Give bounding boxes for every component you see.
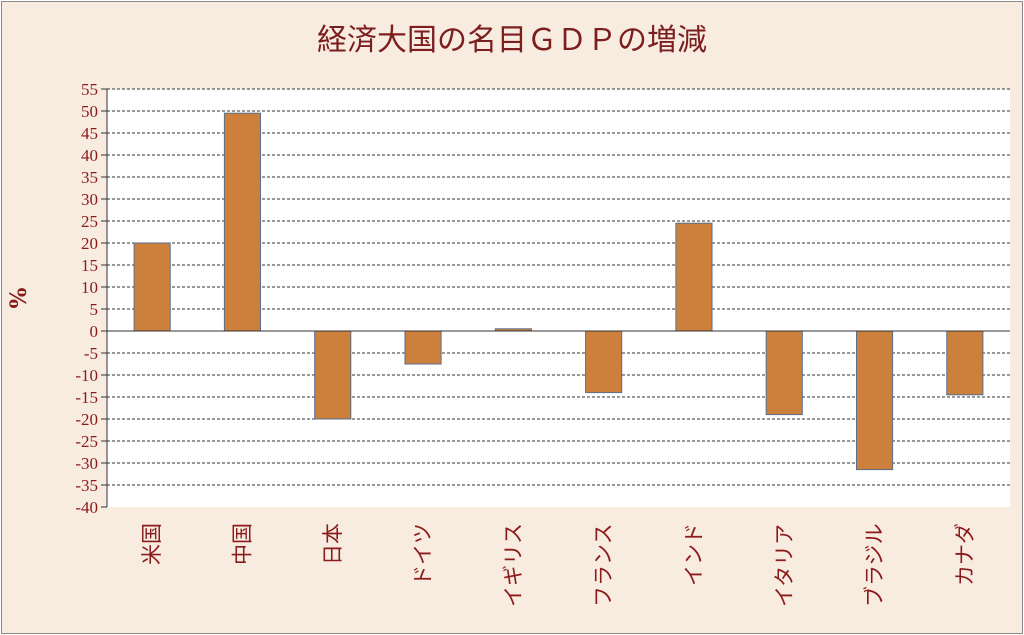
y-tick-label: -25	[75, 432, 98, 451]
y-tick-label: 5	[90, 300, 99, 319]
y-tick-label: 40	[81, 146, 98, 165]
bar-1	[133, 242, 171, 332]
y-tick-label: 15	[81, 256, 98, 275]
y-tick-label: -35	[75, 476, 98, 495]
bar-2	[223, 112, 262, 332]
bars	[133, 112, 984, 471]
bar-6	[585, 330, 623, 394]
x-category-label: カナダ	[953, 523, 977, 586]
x-category-label: ブラジル	[863, 523, 887, 607]
bar-10	[946, 330, 984, 396]
y-tick-label: -20	[75, 410, 98, 429]
y-tick-label: -5	[84, 344, 98, 363]
x-category-label: ドイツ	[411, 523, 435, 586]
x-category-label: イギリス	[501, 523, 525, 607]
y-tick-label: 35	[81, 168, 98, 187]
bar-9	[855, 330, 894, 471]
x-category-labels: 米国 中国 日本 ドイツ イギリス フランス インド イタリア ブラジル カナダ	[140, 523, 977, 607]
bar-8	[765, 330, 803, 416]
x-category-label: 中国	[230, 523, 254, 565]
y-tick-label: -40	[75, 498, 98, 517]
bar-4	[404, 330, 442, 365]
y-tick-label: 10	[81, 278, 98, 297]
x-category-label: 日本	[321, 523, 345, 565]
y-tick-label: 45	[81, 124, 98, 143]
y-tick-label: 20	[81, 234, 98, 253]
y-tick-label: 30	[81, 190, 98, 209]
y-tick-label: -15	[75, 388, 98, 407]
y-tick-label: 55	[81, 80, 98, 99]
x-category-label: イタリア	[772, 524, 796, 607]
y-tick-label: 0	[90, 322, 99, 341]
y-axis-label: %	[6, 287, 32, 308]
chart-title: 経済大国の名目ＧＤＰの増減	[317, 23, 707, 58]
axes	[106, 89, 1010, 507]
y-tick-labels: -40 -35 -30 -25 -20 -15 -10 -5 0 5 10 15 20 25 30 35 40 4…	[75, 80, 107, 517]
bar-3	[314, 330, 352, 420]
y-tick-label: -10	[75, 366, 98, 385]
x-category-label: フランス	[592, 523, 616, 607]
y-tick-label: 25	[81, 212, 98, 231]
y-tick-label: 50	[81, 102, 98, 121]
x-category-label: インド	[682, 523, 706, 586]
y-tick-label: -30	[75, 454, 98, 473]
bar-7	[675, 222, 713, 332]
x-category-label: 米国	[140, 523, 164, 565]
